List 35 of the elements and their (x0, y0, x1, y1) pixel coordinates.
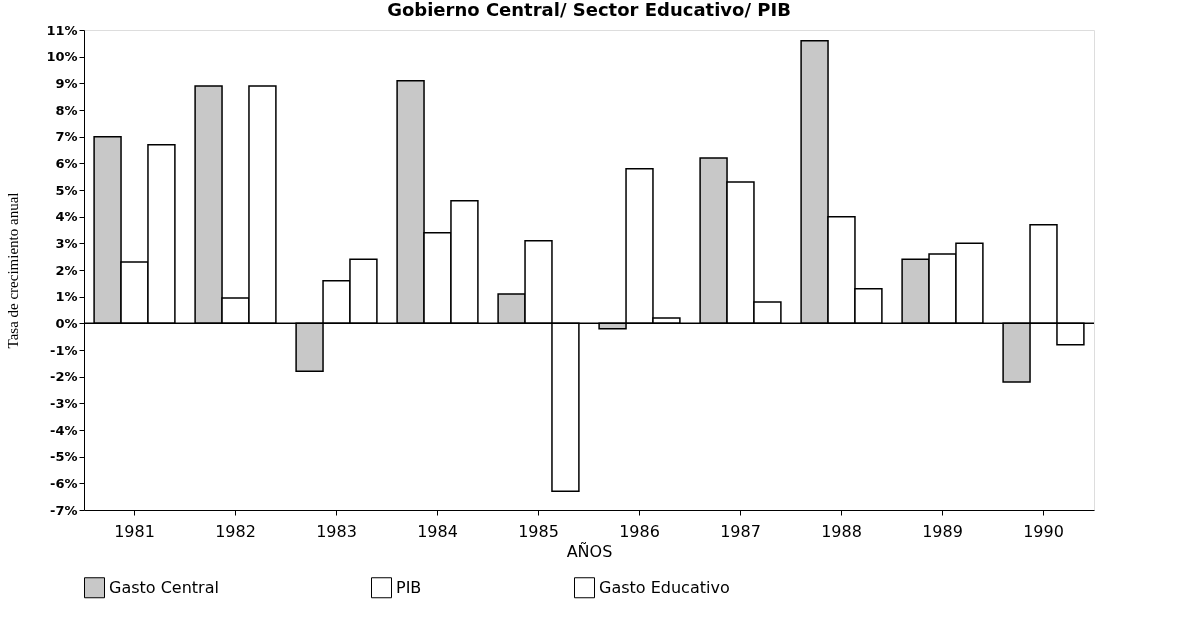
y-tick-label: 9% (55, 75, 78, 91)
y-tick-label: -7% (50, 502, 78, 518)
y-tick-label: 5% (55, 182, 78, 198)
x-tick-label: 1987 (720, 521, 761, 541)
x-tick-label: 1990 (1023, 521, 1064, 541)
y-tick-label: 1% (55, 289, 78, 305)
y-tick-label: -1% (50, 342, 78, 358)
legend-label: PIB (396, 577, 422, 597)
x-tick-label: 1989 (922, 521, 963, 541)
chart-title: Gobierno Central/ Sector Educativo/ PIB (387, 0, 791, 20)
x-tick-label: 1985 (518, 521, 559, 541)
y-tick-label: 3% (55, 235, 78, 251)
x-tick-label: 1984 (417, 521, 458, 541)
x-tick-label: 1986 (619, 521, 660, 541)
x-tick-label: 1988 (821, 521, 862, 541)
x-axis-title: AÑOS (566, 541, 613, 561)
y-tick-label: 8% (55, 102, 78, 118)
x-tick-label: 1981 (114, 521, 155, 541)
x-tick-label: 1983 (316, 521, 357, 541)
y-tick-label: -6% (50, 475, 78, 491)
y-tick-label: 6% (55, 155, 78, 171)
y-tick-label: 0% (55, 315, 78, 331)
y-tick-label: 10% (46, 49, 78, 65)
y-tick-label: -2% (50, 369, 78, 385)
x-tick-label: 1982 (215, 521, 256, 541)
y-axis-title: Tasa de crecimiento anual (5, 192, 22, 349)
y-tick-label: 4% (55, 209, 78, 225)
y-tick-label: 11% (46, 22, 78, 38)
legend-label: Gasto Central (109, 577, 219, 597)
y-tick-label: -4% (50, 422, 78, 438)
y-tick-label: -3% (50, 395, 78, 411)
legend-label: Gasto Educativo (599, 577, 730, 597)
y-tick-label: 7% (55, 129, 78, 145)
y-tick-label: -5% (50, 449, 78, 465)
y-tick-label: 2% (55, 262, 78, 278)
